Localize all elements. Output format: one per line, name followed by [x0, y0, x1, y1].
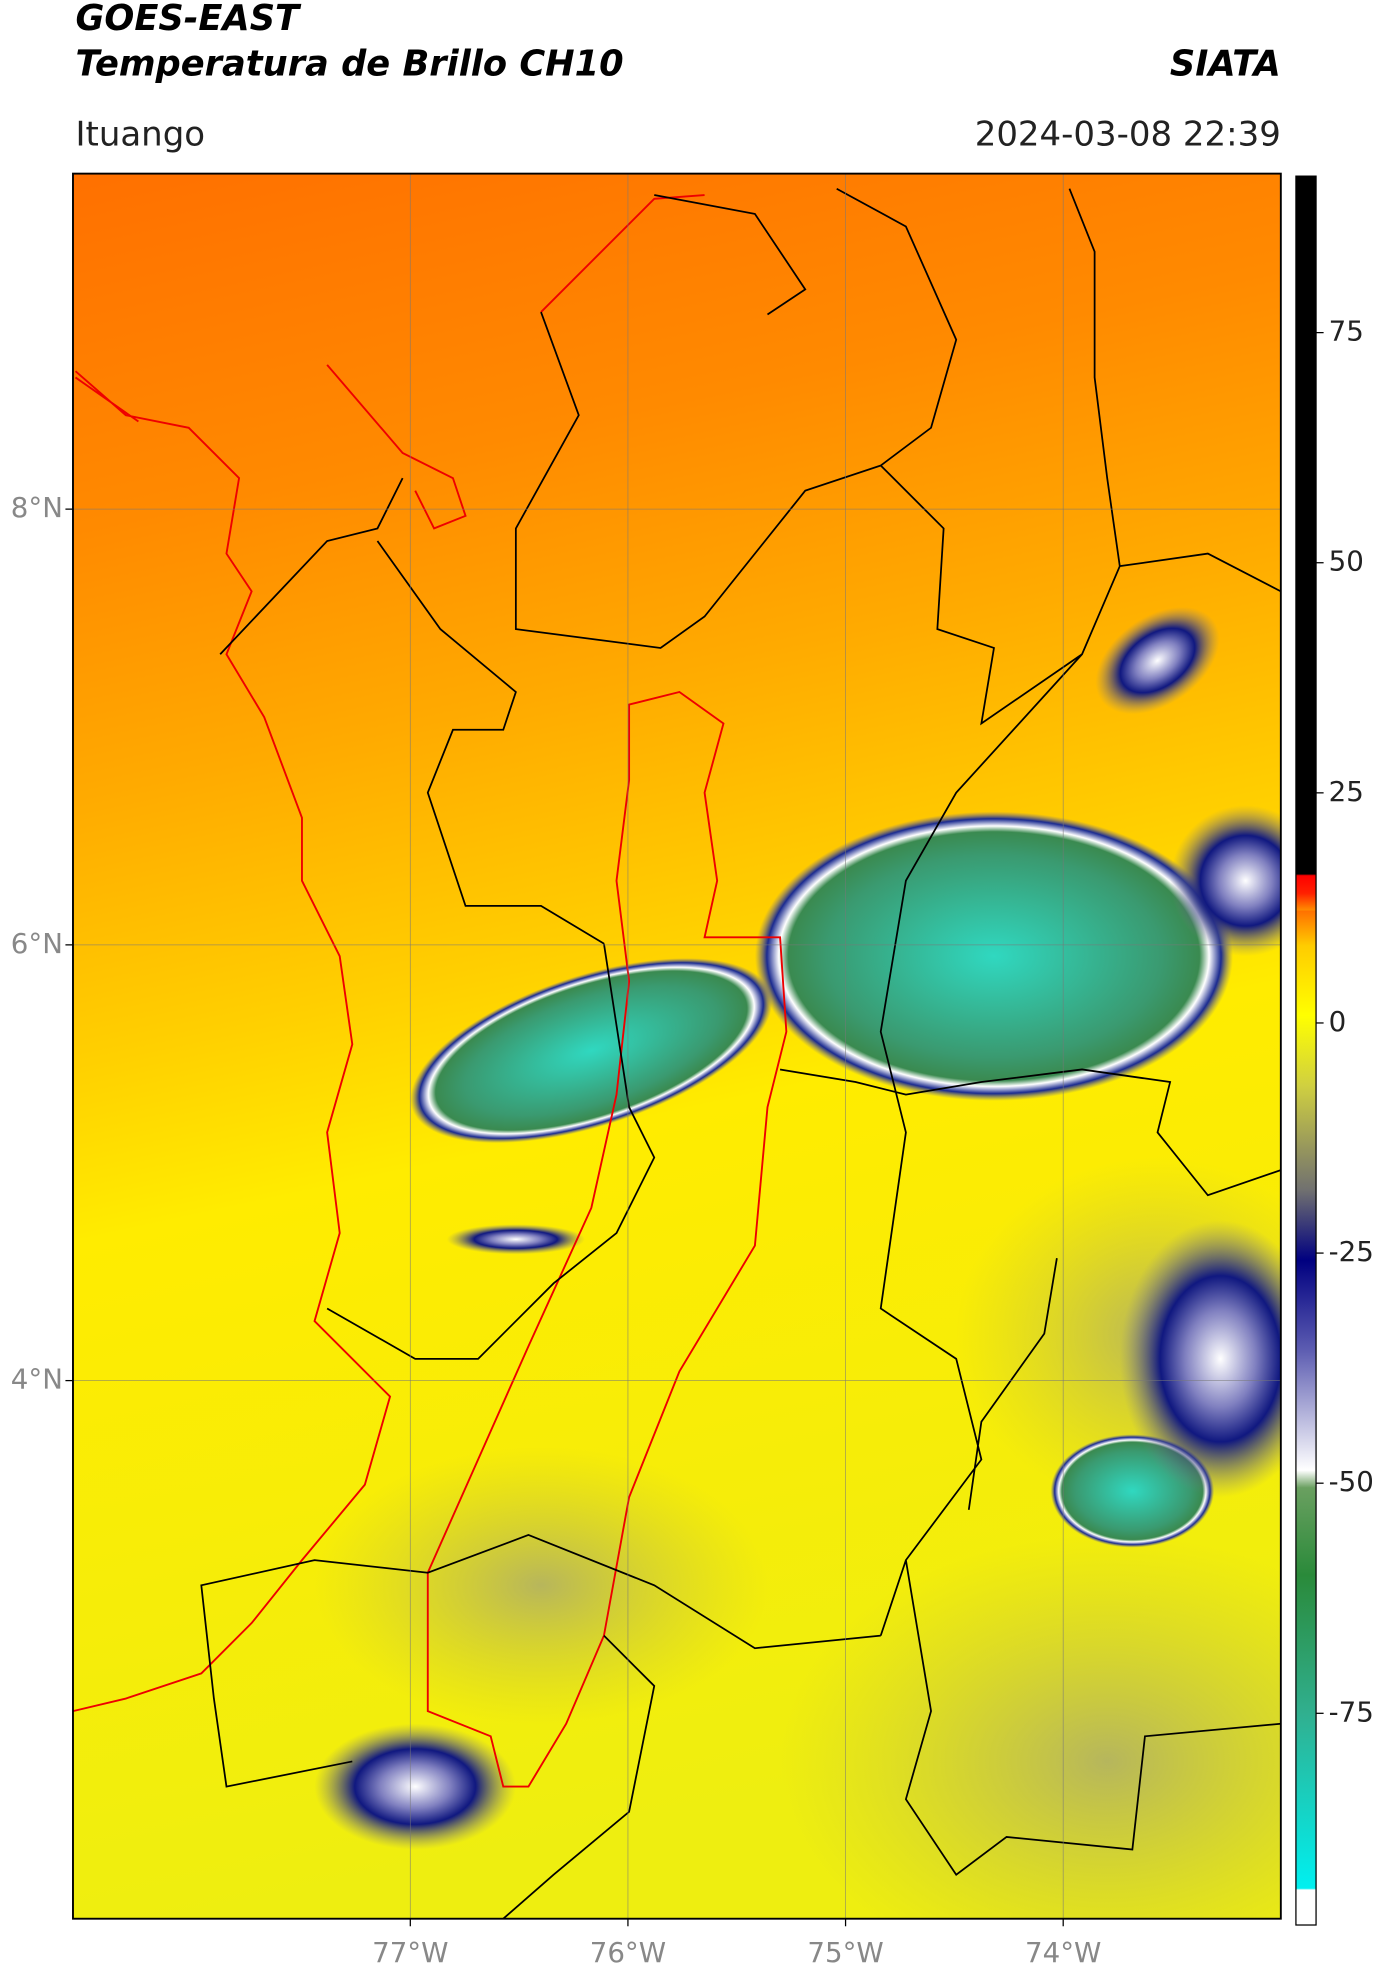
x-tick-label: 74°W [1025, 1936, 1101, 1969]
colorbar-tick-label: -75 [1329, 1695, 1374, 1728]
colorbar-tick-label: 75 [1329, 315, 1364, 348]
y-tick-label: 8°N [11, 491, 63, 524]
map-image [72, 173, 1281, 1919]
grid [72, 173, 1281, 1919]
colorbar-tick-label: -25 [1329, 1235, 1374, 1268]
datetime: 2024-03-08 22:39 [975, 114, 1281, 154]
x-tick-label: 75°W [807, 1936, 883, 1969]
title: GOES-EAST [75, 0, 302, 39]
y-tick-label: 6°N [11, 927, 63, 960]
colorbar-tick-label: -50 [1329, 1465, 1374, 1498]
colorbar-tick-label: 0 [1329, 1005, 1347, 1038]
x-tick-label: 77°W [372, 1936, 448, 1969]
source: SIATA [1170, 43, 1281, 84]
colorbar [1295, 175, 1317, 1926]
location: Ituango [75, 114, 205, 154]
x-tick-label: 76°W [590, 1936, 666, 1969]
colorbar-tick-label: 50 [1329, 545, 1364, 578]
subtitle: Temperatura de Brillo CH10 [75, 43, 623, 84]
y-tick-label: 4°N [11, 1363, 63, 1396]
map-frame [72, 172, 1282, 1920]
colorbar-tick-label: 25 [1329, 775, 1364, 808]
